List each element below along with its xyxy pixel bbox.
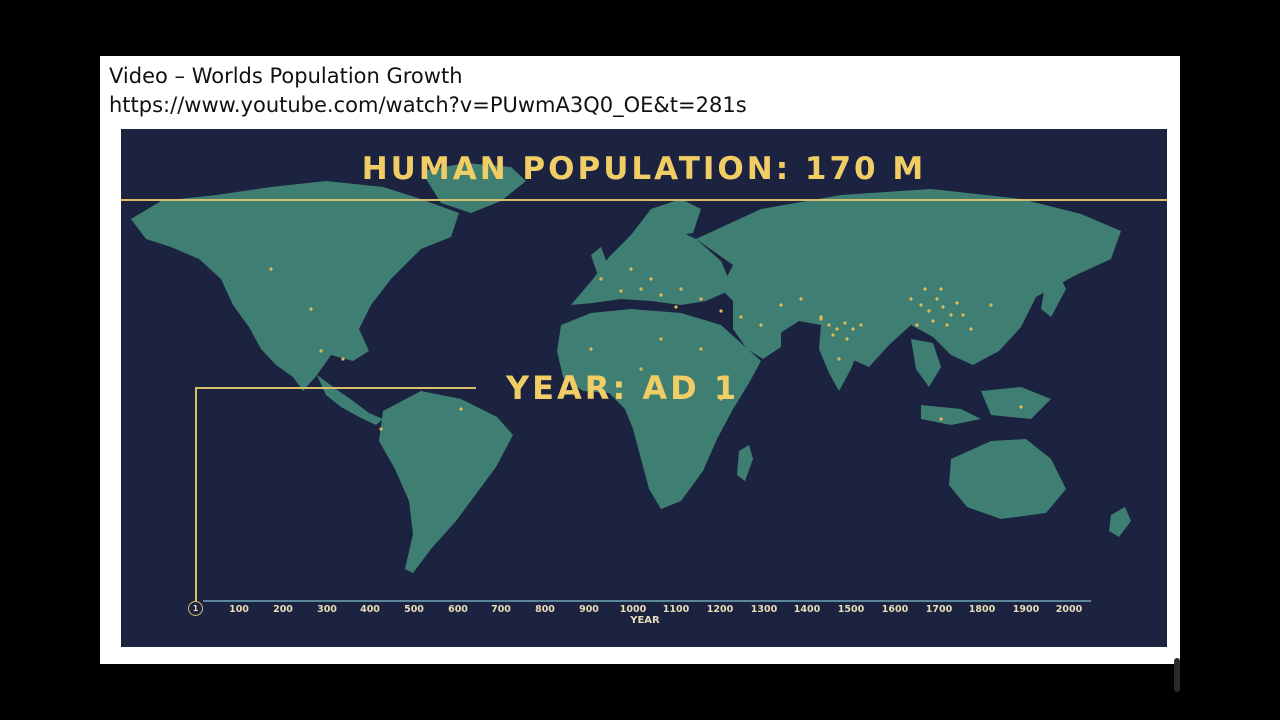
video-caption-url[interactable]: https://www.youtube.com/watch?v=PUwmA3Q0… [109,93,747,117]
uk [591,247,607,273]
north-america [131,181,459,391]
timeline-tick: 800 [535,604,555,615]
timeline-tick: 1600 [881,604,909,615]
new-zealand [1109,507,1131,537]
africa [557,309,761,509]
asia [696,189,1121,367]
year-callout-line [195,387,476,601]
timeline-tick: 600 [448,604,468,615]
timeline-tick: 2000 [1055,604,1083,615]
timeline-tick: 200 [273,604,293,615]
video-frame[interactable]: HUMAN POPULATION: 170 M YEAR: AD 1 1 100… [121,129,1167,647]
video-caption-title: Video – Worlds Population Growth [109,64,463,88]
timeline-tick: 300 [317,604,337,615]
central-america [317,375,383,425]
timeline-tick: 1400 [793,604,821,615]
south-america [379,391,513,573]
timeline-tick: 1900 [1012,604,1040,615]
timeline-tick: 1500 [837,604,865,615]
timeline-tick: 500 [404,604,424,615]
australia [949,439,1066,519]
timeline-tick: 1300 [750,604,778,615]
population-label: HUMAN POPULATION: 170 M [361,151,927,187]
timeline-tick: 700 [491,604,511,615]
arabia [733,301,781,359]
year-label: YEAR: AD 1 [506,369,740,407]
scandinavia [631,199,701,237]
japan [1041,269,1066,317]
scroll-handle[interactable] [1174,658,1180,692]
timeline-axis-label: YEAR [630,615,660,626]
timeline-tick: 100 [229,604,249,615]
timeline-tick: 400 [360,604,380,615]
timeline-tick: 900 [579,604,599,615]
timeline-tick: 1100 [662,604,690,615]
timeline-tick: 1200 [706,604,734,615]
madagascar [737,445,753,481]
slide: Video – Worlds Population Growth https:/… [100,56,1180,664]
timeline-tick: 1700 [925,604,953,615]
world-map [121,163,1167,602]
europe [571,225,733,305]
timeline-tick: 1000 [619,604,647,615]
southeast-asia [911,339,1051,425]
timeline-tick: 1800 [968,604,996,615]
timeline-marker[interactable]: 1 [188,601,203,616]
